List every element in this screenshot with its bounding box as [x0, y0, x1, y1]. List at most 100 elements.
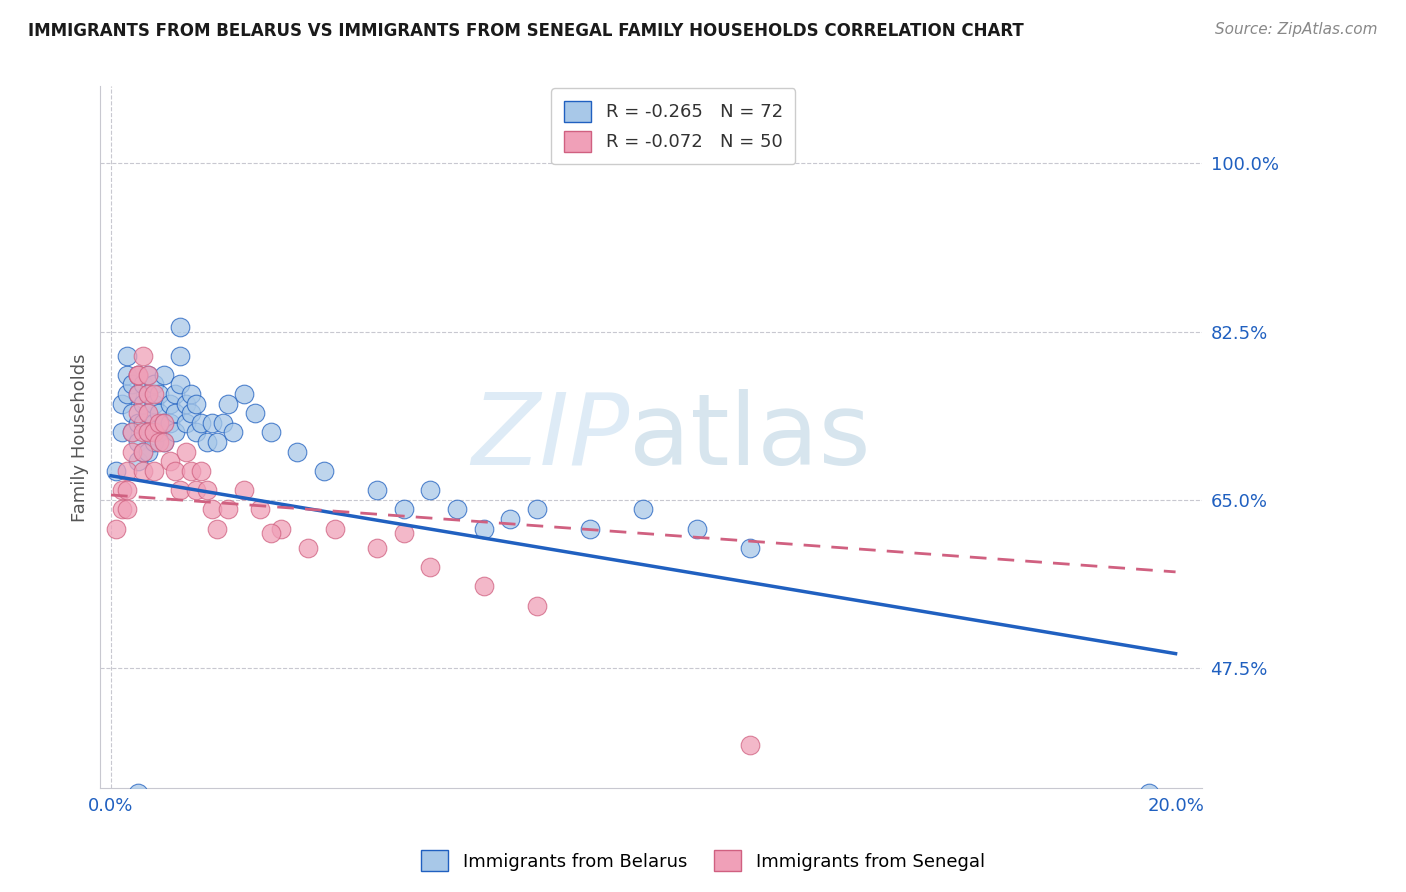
Point	[526, 502, 548, 516]
Point	[127, 416, 149, 430]
Point	[169, 319, 191, 334]
Point	[136, 387, 159, 401]
Legend: R = -0.265   N = 72, R = -0.072   N = 50: R = -0.265 N = 72, R = -0.072 N = 50	[551, 88, 796, 164]
Point	[526, 599, 548, 613]
Point	[419, 560, 441, 574]
Point	[105, 522, 128, 536]
Point	[115, 349, 138, 363]
Point	[180, 406, 202, 420]
Point	[419, 483, 441, 498]
Point	[163, 425, 186, 440]
Text: atlas: atlas	[630, 389, 870, 486]
Point	[190, 416, 212, 430]
Point	[180, 387, 202, 401]
Point	[633, 502, 655, 516]
Point	[121, 425, 143, 440]
Point	[132, 397, 155, 411]
Point	[195, 435, 218, 450]
Point	[136, 387, 159, 401]
Point	[1137, 786, 1160, 800]
Point	[127, 368, 149, 382]
Point	[186, 397, 208, 411]
Point	[312, 464, 335, 478]
Point	[174, 397, 197, 411]
Point	[132, 416, 155, 430]
Point	[153, 368, 176, 382]
Point	[121, 377, 143, 392]
Point	[270, 522, 292, 536]
Point	[446, 502, 468, 516]
Point	[127, 368, 149, 382]
Point	[127, 435, 149, 450]
Point	[169, 483, 191, 498]
Point	[105, 464, 128, 478]
Point	[142, 435, 165, 450]
Point	[127, 454, 149, 468]
Point	[153, 416, 176, 430]
Point	[169, 349, 191, 363]
Point	[159, 397, 181, 411]
Point	[201, 416, 224, 430]
Point	[163, 464, 186, 478]
Point	[132, 444, 155, 458]
Point	[297, 541, 319, 555]
Point	[186, 425, 208, 440]
Point	[159, 416, 181, 430]
Point	[260, 526, 283, 541]
Point	[115, 368, 138, 382]
Point	[148, 416, 170, 430]
Point	[222, 425, 245, 440]
Point	[233, 483, 256, 498]
Point	[111, 397, 134, 411]
Point	[132, 349, 155, 363]
Point	[190, 464, 212, 478]
Point	[142, 387, 165, 401]
Point	[153, 435, 176, 450]
Point	[217, 397, 239, 411]
Point	[685, 522, 707, 536]
Point	[211, 416, 233, 430]
Point	[136, 368, 159, 382]
Point	[127, 406, 149, 420]
Point	[132, 377, 155, 392]
Point	[136, 406, 159, 420]
Point	[127, 368, 149, 382]
Point	[738, 541, 761, 555]
Point	[132, 444, 155, 458]
Point	[115, 464, 138, 478]
Legend: Immigrants from Belarus, Immigrants from Senegal: Immigrants from Belarus, Immigrants from…	[413, 843, 993, 879]
Point	[136, 425, 159, 440]
Point	[115, 387, 138, 401]
Point	[169, 377, 191, 392]
Point	[127, 387, 149, 401]
Point	[207, 522, 229, 536]
Point	[148, 435, 170, 450]
Point	[132, 425, 155, 440]
Point	[132, 464, 155, 478]
Point	[148, 387, 170, 401]
Point	[195, 483, 218, 498]
Point	[366, 483, 388, 498]
Point	[180, 464, 202, 478]
Point	[136, 444, 159, 458]
Point	[201, 502, 224, 516]
Point	[142, 397, 165, 411]
Point	[159, 454, 181, 468]
Point	[174, 416, 197, 430]
Text: ZIP: ZIP	[471, 389, 630, 486]
Text: Source: ZipAtlas.com: Source: ZipAtlas.com	[1215, 22, 1378, 37]
Point	[142, 377, 165, 392]
Point	[121, 444, 143, 458]
Point	[249, 502, 271, 516]
Point	[115, 483, 138, 498]
Point	[115, 502, 138, 516]
Point	[366, 541, 388, 555]
Point	[392, 502, 415, 516]
Point	[285, 444, 308, 458]
Point	[233, 387, 256, 401]
Point	[111, 502, 134, 516]
Point	[323, 522, 346, 536]
Text: IMMIGRANTS FROM BELARUS VS IMMIGRANTS FROM SENEGAL FAMILY HOUSEHOLDS CORRELATION: IMMIGRANTS FROM BELARUS VS IMMIGRANTS FR…	[28, 22, 1024, 40]
Point	[127, 786, 149, 800]
Point	[111, 425, 134, 440]
